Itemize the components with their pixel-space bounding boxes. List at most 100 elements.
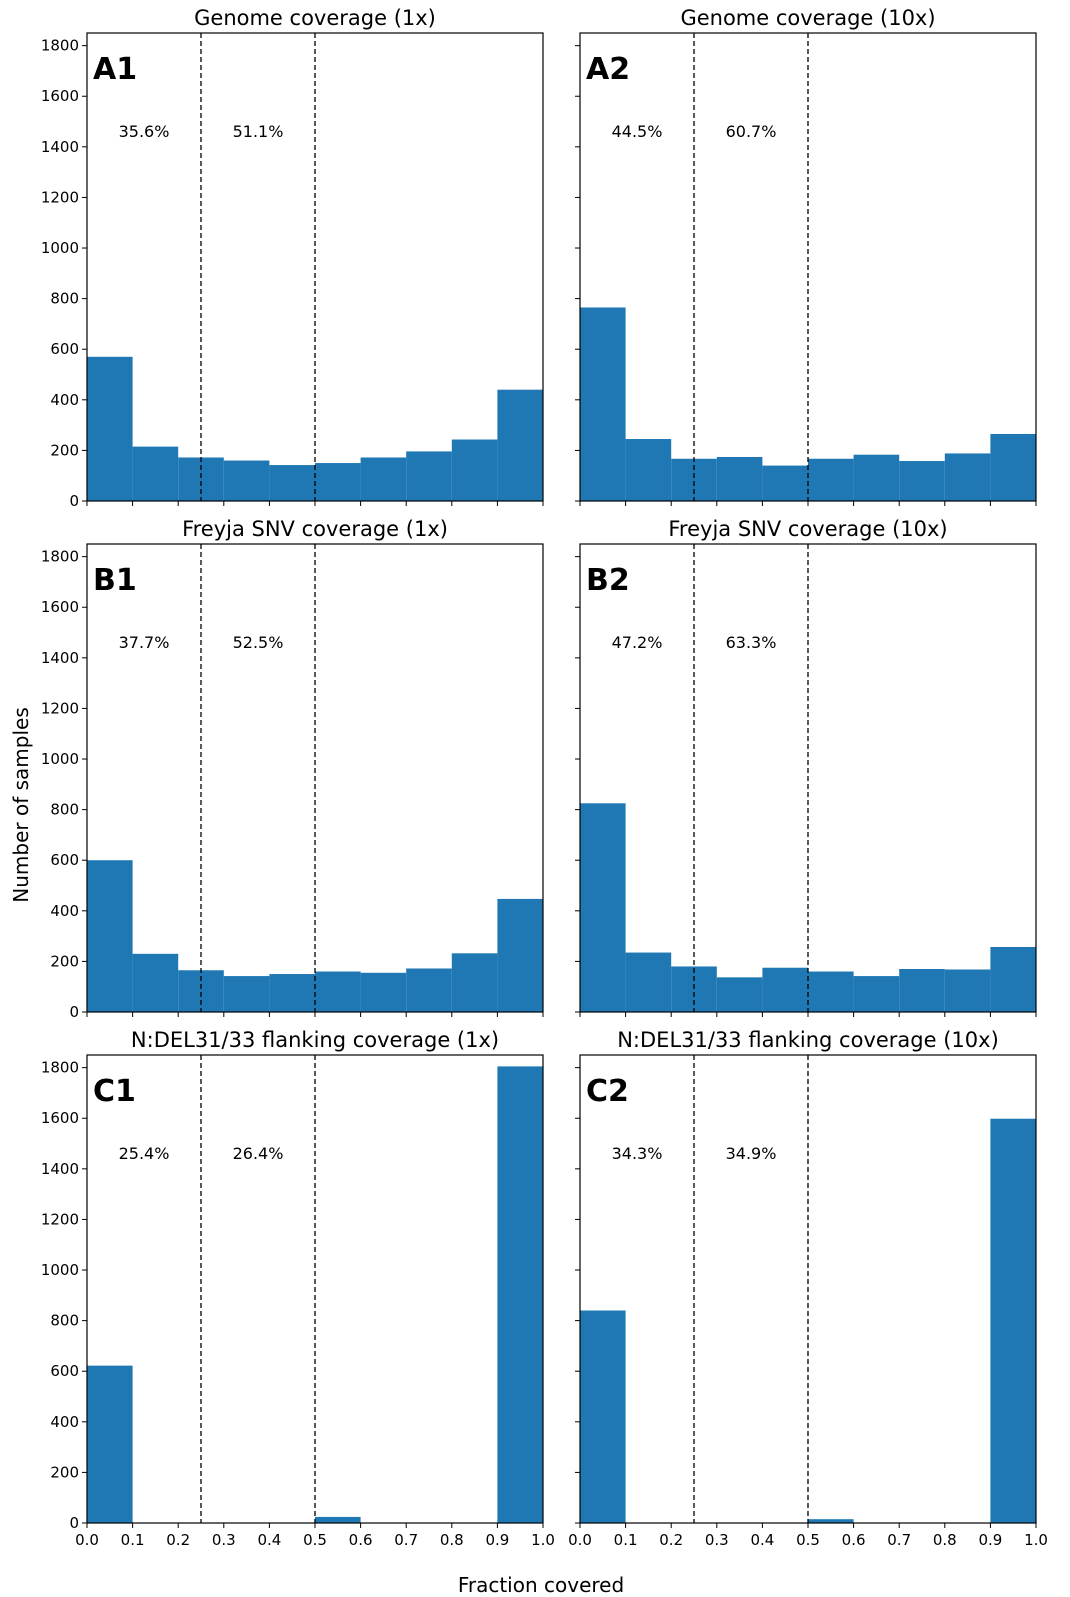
x-tick-label: 0.6	[842, 1531, 866, 1549]
panel-label: C1	[93, 1074, 136, 1109]
percentage-annotation: 47.2%	[612, 633, 663, 652]
histogram-bar	[808, 1519, 854, 1523]
histogram-bar	[580, 307, 626, 501]
percentage-annotation: 52.5%	[233, 633, 284, 652]
y-tick-label: 600	[50, 851, 79, 869]
percentage-annotation: 44.5%	[612, 122, 663, 141]
histogram-bar	[716, 456, 763, 501]
histogram-bar	[451, 953, 498, 1012]
y-tick-label: 800	[50, 290, 79, 308]
histogram-bar	[315, 463, 361, 501]
x-tick-label: 0.0	[75, 1531, 99, 1549]
histogram-bar	[762, 967, 808, 1012]
histogram-bar	[625, 952, 672, 1012]
x-tick-label: 0.1	[121, 1531, 145, 1549]
y-tick-label: 1000	[41, 239, 79, 257]
histogram-bar	[808, 458, 854, 501]
y-tick-label: 1600	[41, 598, 79, 616]
panel-title: Genome coverage (1x)	[194, 6, 436, 30]
y-tick-label: 0	[69, 1514, 79, 1532]
percentage-annotation: 63.3%	[726, 633, 777, 652]
panel-label: A2	[586, 52, 630, 87]
panel-label: B1	[93, 563, 137, 598]
histogram-bar	[808, 971, 854, 1012]
x-tick-label: 0.2	[166, 1531, 190, 1549]
y-tick-label: 200	[50, 1463, 79, 1481]
histogram-bar	[315, 1516, 361, 1523]
y-tick-label: 1200	[41, 188, 79, 206]
panel-title: Freyja SNV coverage (1x)	[182, 517, 448, 541]
histogram-bar	[406, 451, 452, 501]
y-tick-label: 0	[69, 492, 79, 510]
y-tick-label: 1400	[41, 649, 79, 667]
histogram-bar	[990, 1118, 1036, 1523]
panel-c1: N:DEL31/33 flanking coverage (1x) C1 25.4%…	[41, 1028, 555, 1549]
panel-a2: Genome coverage (10x) A2 44.5% 60.7%	[575, 6, 1037, 506]
x-tick-label: 0.4	[750, 1531, 774, 1549]
histogram-bar	[762, 465, 808, 501]
y-tick-label: 1400	[41, 138, 79, 156]
percentage-annotation: 51.1%	[233, 122, 284, 141]
y-tick-label: 1800	[41, 548, 79, 566]
histogram-bar	[360, 972, 407, 1012]
histogram-bar	[497, 898, 543, 1012]
y-tick-label: 1200	[41, 1210, 79, 1228]
x-tick-label: 0.5	[303, 1531, 327, 1549]
histogram-bar	[580, 803, 626, 1012]
y-tick-label: 1600	[41, 1109, 79, 1127]
panel-title: N:DEL31/33 flanking coverage (10x)	[617, 1028, 999, 1052]
percentage-annotation: 25.4%	[119, 1144, 170, 1163]
panel-title: Genome coverage (10x)	[680, 6, 935, 30]
histogram-bar	[990, 946, 1036, 1012]
histogram-bar	[132, 953, 179, 1012]
y-axis-label: Number of samples	[9, 707, 33, 902]
panel-c2: N:DEL31/33 flanking coverage (10x) C2 34.3…	[568, 1028, 1048, 1549]
x-tick-label: 0.1	[614, 1531, 638, 1549]
x-tick-label: 0.3	[212, 1531, 236, 1549]
y-tick-label: 800	[50, 1312, 79, 1330]
y-tick-label: 1600	[41, 87, 79, 105]
y-tick-label: 400	[50, 902, 79, 920]
histogram-bar	[178, 457, 224, 501]
panel-b2: Freyja SNV coverage (10x) B2 47.2% 63.3%	[575, 517, 1037, 1017]
histogram-bar	[406, 968, 452, 1012]
x-tick-label: 1.0	[531, 1531, 555, 1549]
x-tick-label: 0.6	[349, 1531, 373, 1549]
y-tick-label: 1800	[41, 1059, 79, 1077]
y-tick-label: 1000	[41, 1261, 79, 1279]
panel-title: Freyja SNV coverage (10x)	[668, 517, 947, 541]
x-tick-label: 1.0	[1024, 1531, 1048, 1549]
x-tick-label: 0.7	[887, 1531, 911, 1549]
histogram-bar	[899, 461, 945, 501]
y-tick-label: 1200	[41, 699, 79, 717]
x-tick-label: 0.9	[978, 1531, 1002, 1549]
histogram-bar	[269, 465, 315, 501]
y-tick-label: 400	[50, 1413, 79, 1431]
histogram-bar	[671, 966, 717, 1012]
panel-label: A1	[93, 52, 137, 87]
histogram-bar	[853, 454, 900, 501]
x-axis-label: Fraction covered	[458, 1573, 624, 1597]
panel-label: C2	[586, 1074, 629, 1109]
percentage-annotation: 34.9%	[726, 1144, 777, 1163]
histogram-bar	[87, 1365, 133, 1523]
percentage-annotation: 26.4%	[233, 1144, 284, 1163]
y-tick-label: 1400	[41, 1160, 79, 1178]
histogram-bar	[223, 460, 270, 501]
x-tick-label: 0.7	[394, 1531, 418, 1549]
histogram-bar	[625, 439, 672, 501]
x-tick-label: 0.2	[659, 1531, 683, 1549]
x-tick-label: 0.0	[568, 1531, 592, 1549]
y-tick-label: 200	[50, 952, 79, 970]
percentage-annotation: 60.7%	[726, 122, 777, 141]
panel-label: B2	[586, 563, 630, 598]
percentage-annotation: 35.6%	[119, 122, 170, 141]
x-tick-label: 0.8	[440, 1531, 464, 1549]
y-tick-label: 200	[50, 441, 79, 459]
panel-a1: Genome coverage (1x) A1 35.6% 51.1% 0 200 400 6…	[41, 6, 544, 510]
y-tick-label: 600	[50, 1362, 79, 1380]
histogram-bar	[990, 433, 1036, 501]
histogram-bar	[716, 977, 763, 1012]
x-tick-label: 0.9	[485, 1531, 509, 1549]
